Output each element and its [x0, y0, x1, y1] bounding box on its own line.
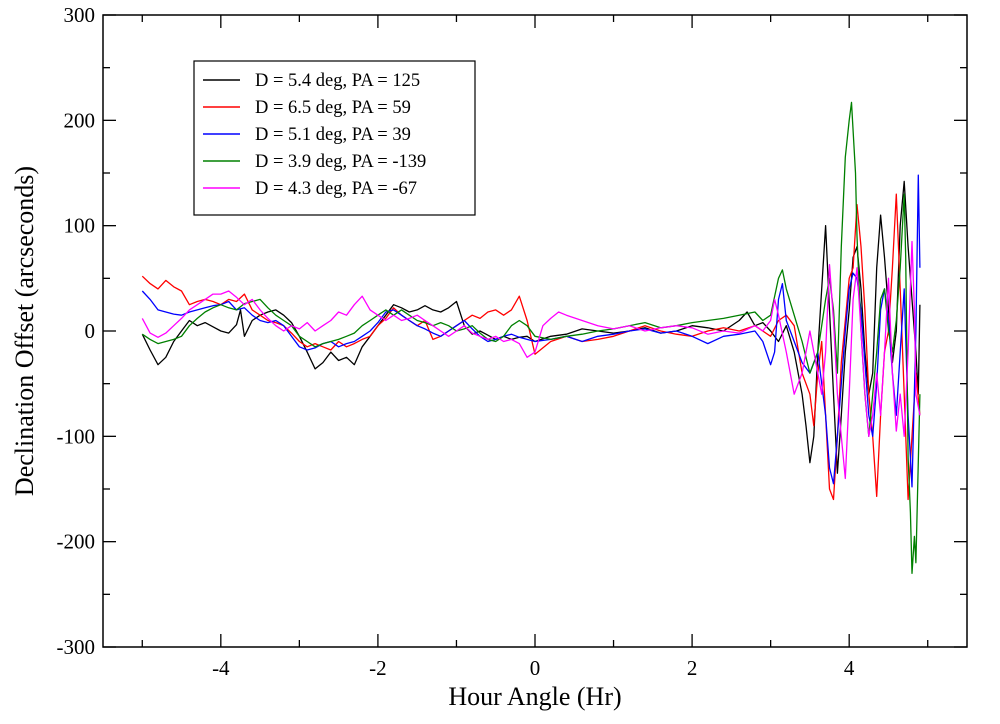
y-tick-label: -200 [57, 530, 96, 554]
legend-label-2: D = 6.5 deg, PA = 59 [255, 98, 411, 118]
legend-box [193, 60, 476, 216]
axis-ticks [103, 14, 967, 648]
legend-label-1: D = 5.4 deg, PA = 125 [255, 71, 420, 91]
series-layer [141, 101, 921, 574]
x-tick-label: 2 [687, 656, 698, 680]
series-line-5 [141, 240, 921, 480]
legend-label-3: D = 5.1 deg, PA = 39 [255, 125, 411, 145]
y-tick-label: -300 [57, 635, 96, 659]
y-tick-label: 0 [85, 319, 96, 343]
legend-label-4: D = 3.9 deg, PA = -139 [255, 152, 426, 172]
y-tick-label: 100 [64, 214, 96, 238]
legend: D = 5.4 deg, PA = 125 D = 6.5 deg, PA = 5… [193, 60, 476, 216]
y-tick-label: 300 [64, 3, 96, 27]
y-tick-label: 200 [64, 108, 96, 132]
y-tick-label: -100 [57, 424, 96, 448]
x-tick-label: 0 [530, 656, 541, 680]
tick-labels: -4 -2 0 2 4 -300 -200 -100 0 100 200 300 [57, 3, 855, 680]
legend-label-5: D = 4.3 deg, PA = -67 [255, 179, 417, 199]
x-tick-label: -4 [212, 656, 230, 680]
x-tick-label: -2 [369, 656, 387, 680]
x-tick-label: 4 [844, 656, 855, 680]
y-axis-label: Declination Offset (arcseconds) [10, 166, 39, 496]
series-line-1 [141, 180, 921, 474]
x-axis-label: Hour Angle (Hr) [448, 682, 621, 711]
